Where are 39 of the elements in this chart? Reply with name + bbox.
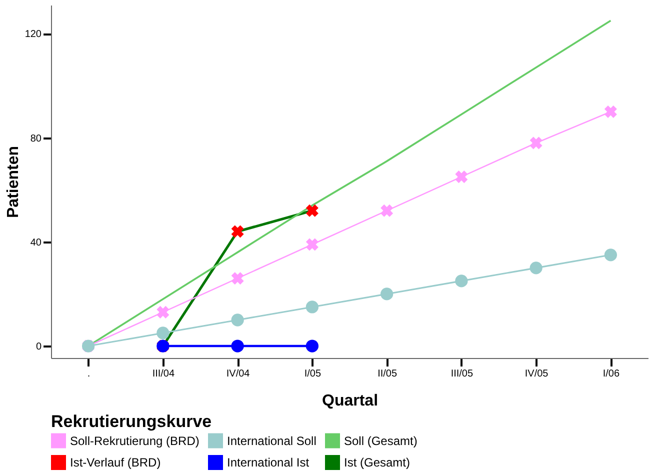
legend-title: Rekrutierungskurve	[51, 412, 212, 431]
y-tick-label: 40	[30, 237, 42, 248]
y-tick-label: 0	[36, 342, 42, 353]
x-tick-label: I/06	[602, 368, 620, 380]
point	[380, 204, 394, 217]
point	[455, 274, 468, 288]
point	[455, 170, 468, 184]
point	[604, 248, 618, 262]
point	[306, 238, 318, 251]
legend-label: Soll-Rekrutierung (BRD)	[70, 434, 200, 448]
point	[306, 204, 318, 217]
point	[604, 105, 617, 118]
point	[156, 306, 170, 318]
y-axis-title: Patienten	[4, 146, 22, 218]
x-tick-label: IV/04	[226, 368, 250, 380]
point	[231, 272, 244, 285]
y-tick-label: 80	[30, 133, 42, 144]
x-tick-label: .	[87, 368, 90, 380]
legend-label: International Ist	[227, 456, 310, 470]
legend-label: Ist (Gesamt)	[344, 456, 410, 470]
legend-label: Soll (Gesamt)	[344, 434, 418, 448]
x-tick-label: III/05	[450, 368, 474, 380]
point	[306, 340, 319, 352]
x-axis-title: Quartal	[322, 392, 378, 410]
point	[306, 300, 319, 314]
x-tick-label: IV/05	[524, 368, 549, 380]
point	[530, 262, 542, 274]
x-tick-label: I/05	[304, 368, 322, 380]
point	[156, 326, 170, 340]
x-tick-label: III/04	[152, 368, 175, 380]
point	[380, 288, 394, 300]
point	[231, 314, 244, 326]
point	[530, 136, 542, 150]
legend-label: International Soll	[227, 434, 316, 448]
x-tick-label: II/05	[378, 368, 398, 380]
point	[231, 225, 244, 238]
legend-label: Ist-Verlauf (BRD)	[70, 456, 161, 470]
y-tick-label: 120	[24, 29, 42, 40]
point	[231, 340, 244, 352]
